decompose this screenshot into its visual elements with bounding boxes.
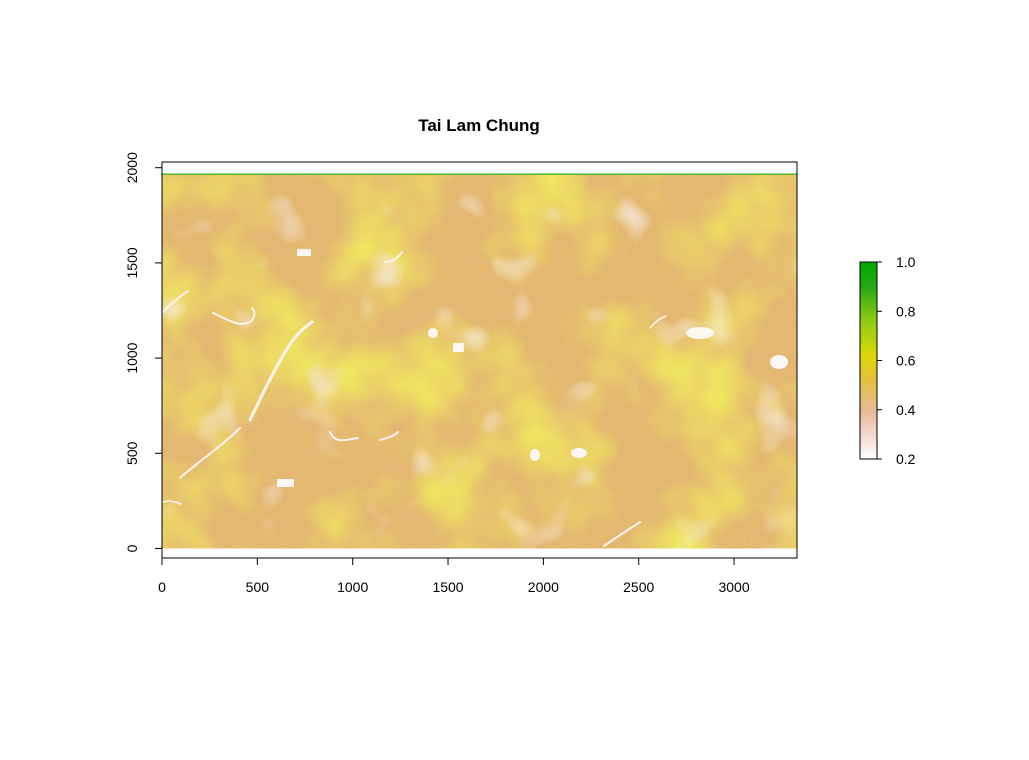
stream-line bbox=[162, 500, 182, 505]
x-tick-label: 1500 bbox=[432, 579, 463, 595]
legend-tick-label: 0.8 bbox=[896, 303, 916, 319]
y-tick-label: 1500 bbox=[124, 247, 140, 278]
legend-ticks: 0.2 0.4 0.6 0.8 1.0 bbox=[877, 254, 916, 467]
x-tick-label: 500 bbox=[246, 579, 270, 595]
x-axis: 0 500 1000 1500 2000 2500 3000 bbox=[158, 557, 750, 595]
white-patch bbox=[686, 327, 714, 339]
raster-light-features bbox=[162, 251, 667, 547]
raster-pale-areas bbox=[162, 173, 797, 549]
legend-color-bar bbox=[859, 261, 878, 460]
legend-tick-label: 0.6 bbox=[896, 353, 916, 369]
raster-image bbox=[162, 173, 797, 549]
stream-line bbox=[384, 251, 403, 263]
white-patch bbox=[428, 328, 438, 338]
white-patch bbox=[770, 355, 788, 369]
stream-line bbox=[179, 427, 241, 479]
white-patch bbox=[277, 479, 294, 487]
y-tick-label: 1000 bbox=[124, 342, 140, 373]
x-tick-label: 3000 bbox=[718, 579, 749, 595]
x-tick-label: 0 bbox=[158, 579, 166, 595]
legend-tick-label: 0.2 bbox=[896, 451, 916, 467]
stream-line bbox=[603, 521, 641, 547]
stream-line bbox=[212, 307, 256, 325]
raster-white-patches bbox=[277, 249, 788, 487]
stream-line bbox=[379, 431, 399, 441]
x-tick-label: 2500 bbox=[623, 579, 654, 595]
white-patch bbox=[453, 343, 464, 352]
x-tick-label: 1000 bbox=[337, 579, 368, 595]
x-tick-label: 2000 bbox=[528, 579, 559, 595]
y-tick-label: 0 bbox=[124, 544, 140, 552]
color-legend: 0.2 0.4 0.6 0.8 1.0 bbox=[859, 254, 916, 467]
stream-line bbox=[329, 431, 359, 442]
legend-tick-label: 1.0 bbox=[896, 254, 916, 270]
y-tick-label: 2000 bbox=[124, 152, 140, 183]
y-axis: 0 500 1000 1500 2000 bbox=[124, 152, 163, 552]
y-tick-label: 500 bbox=[124, 441, 140, 465]
white-patch bbox=[297, 249, 311, 256]
chart-title: Tai Lam Chung bbox=[418, 116, 540, 135]
raster-top-edge bbox=[162, 173, 797, 175]
legend-tick-label: 0.4 bbox=[896, 402, 916, 418]
stream-line bbox=[649, 315, 667, 329]
white-patch bbox=[530, 449, 540, 461]
stream-line bbox=[162, 290, 189, 313]
white-patch bbox=[571, 448, 587, 458]
stream-line bbox=[248, 320, 314, 422]
